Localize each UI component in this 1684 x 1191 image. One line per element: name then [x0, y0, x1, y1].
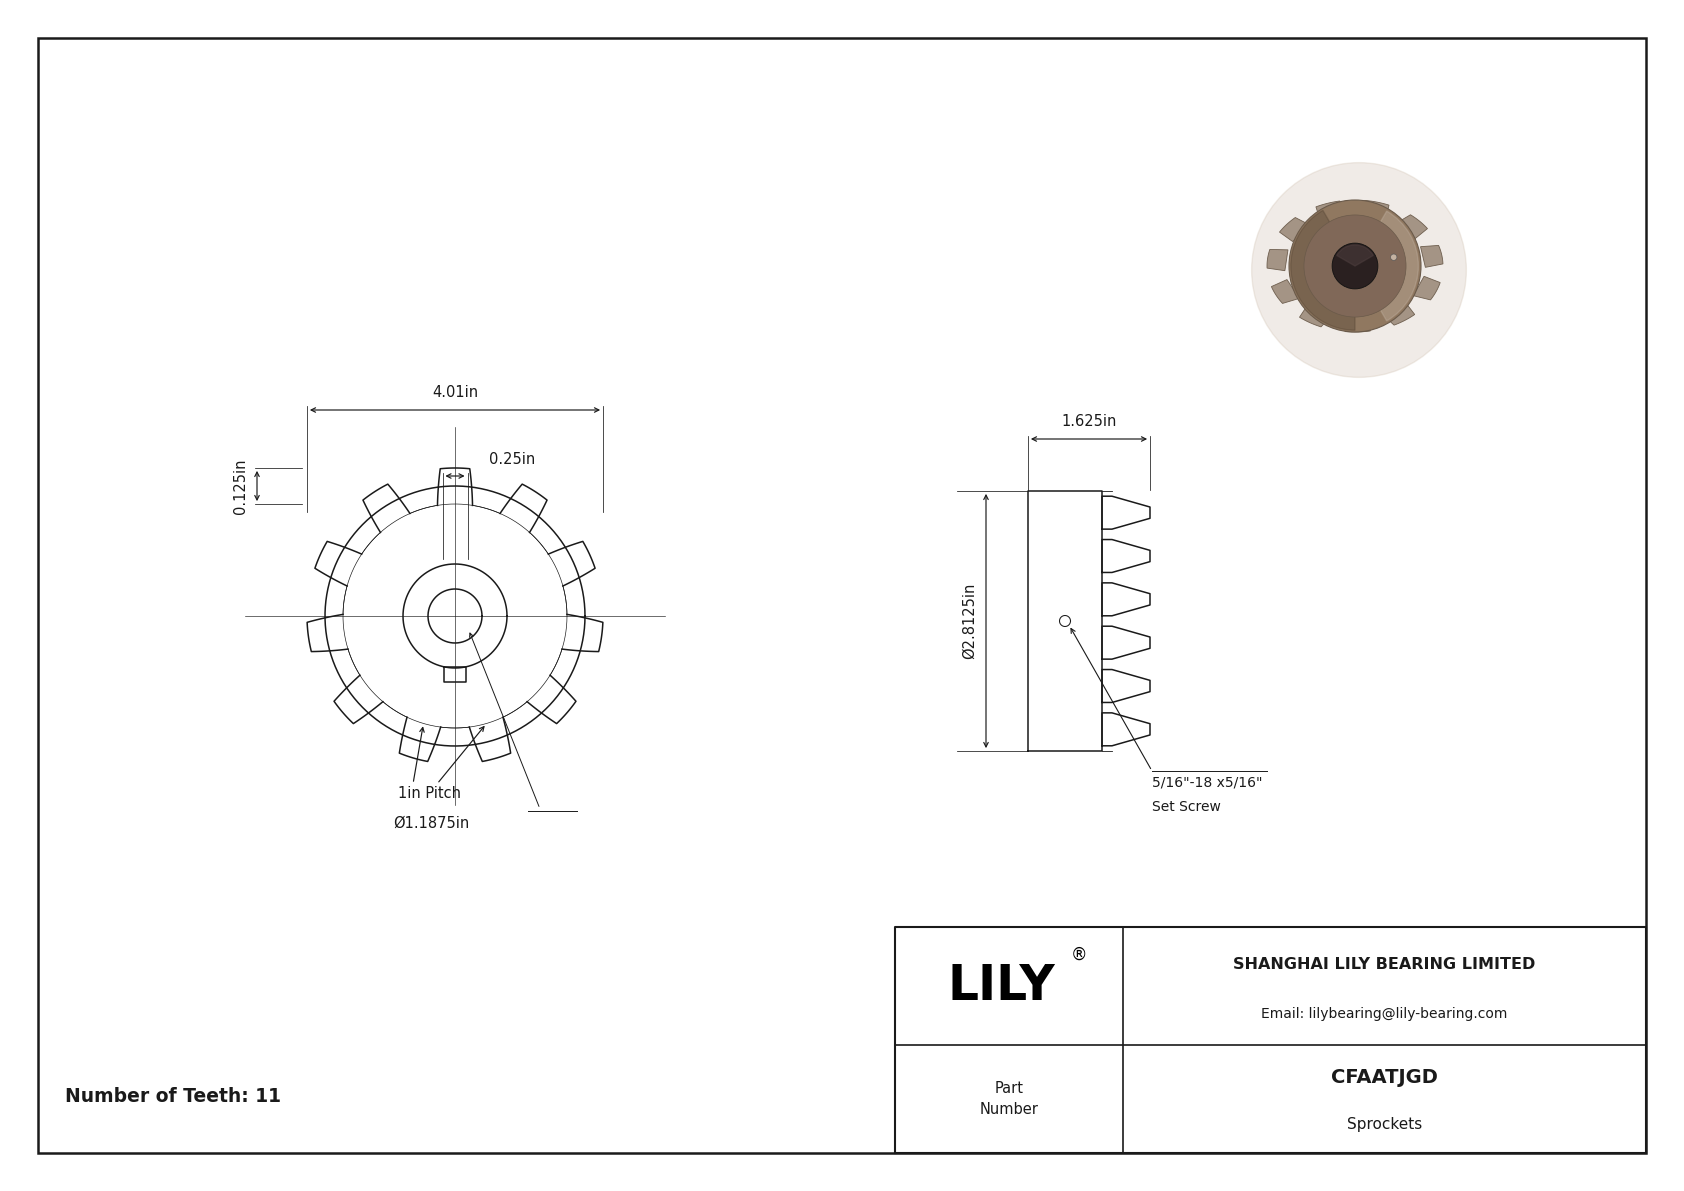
Text: 0.125in: 0.125in [232, 459, 248, 513]
Text: Number of Teeth: 11: Number of Teeth: 11 [66, 1086, 281, 1105]
Text: ®: ® [1071, 946, 1088, 964]
Wedge shape [1337, 245, 1372, 266]
Circle shape [1288, 200, 1421, 332]
Circle shape [1391, 254, 1398, 261]
Polygon shape [1421, 245, 1443, 267]
Text: Set Screw: Set Screw [1152, 800, 1221, 813]
Text: 1.625in: 1.625in [1061, 414, 1116, 429]
Text: Ø1.1875in: Ø1.1875in [392, 816, 470, 831]
Text: Ø2.8125in: Ø2.8125in [962, 582, 977, 659]
Text: SHANGHAI LILY BEARING LIMITED: SHANGHAI LILY BEARING LIMITED [1233, 958, 1536, 972]
Polygon shape [1359, 200, 1389, 218]
Text: Email: lilybearing@lily-bearing.com: Email: lilybearing@lily-bearing.com [1261, 1008, 1507, 1022]
Text: LILY: LILY [946, 962, 1054, 1010]
Circle shape [1332, 243, 1378, 289]
Polygon shape [1266, 249, 1288, 270]
Polygon shape [1271, 280, 1300, 304]
Text: Sprockets: Sprockets [1347, 1117, 1421, 1133]
Polygon shape [1396, 214, 1428, 238]
Polygon shape [1413, 276, 1440, 300]
Text: 5/16"-18 x5/16": 5/16"-18 x5/16" [1152, 777, 1263, 790]
Polygon shape [1344, 317, 1371, 332]
Text: 4.01in: 4.01in [431, 385, 478, 400]
Wedge shape [1290, 211, 1356, 330]
Text: 0.25in: 0.25in [490, 453, 536, 467]
Polygon shape [1383, 303, 1415, 325]
Circle shape [1251, 163, 1467, 378]
Polygon shape [1300, 305, 1332, 326]
Polygon shape [1280, 218, 1310, 242]
Polygon shape [1315, 201, 1347, 220]
Text: 1in Pitch: 1in Pitch [397, 786, 461, 802]
Text: CFAATJGD: CFAATJGD [1330, 1068, 1438, 1087]
Circle shape [1303, 214, 1406, 317]
Text: Part
Number: Part Number [980, 1081, 1039, 1117]
Wedge shape [1356, 211, 1418, 320]
